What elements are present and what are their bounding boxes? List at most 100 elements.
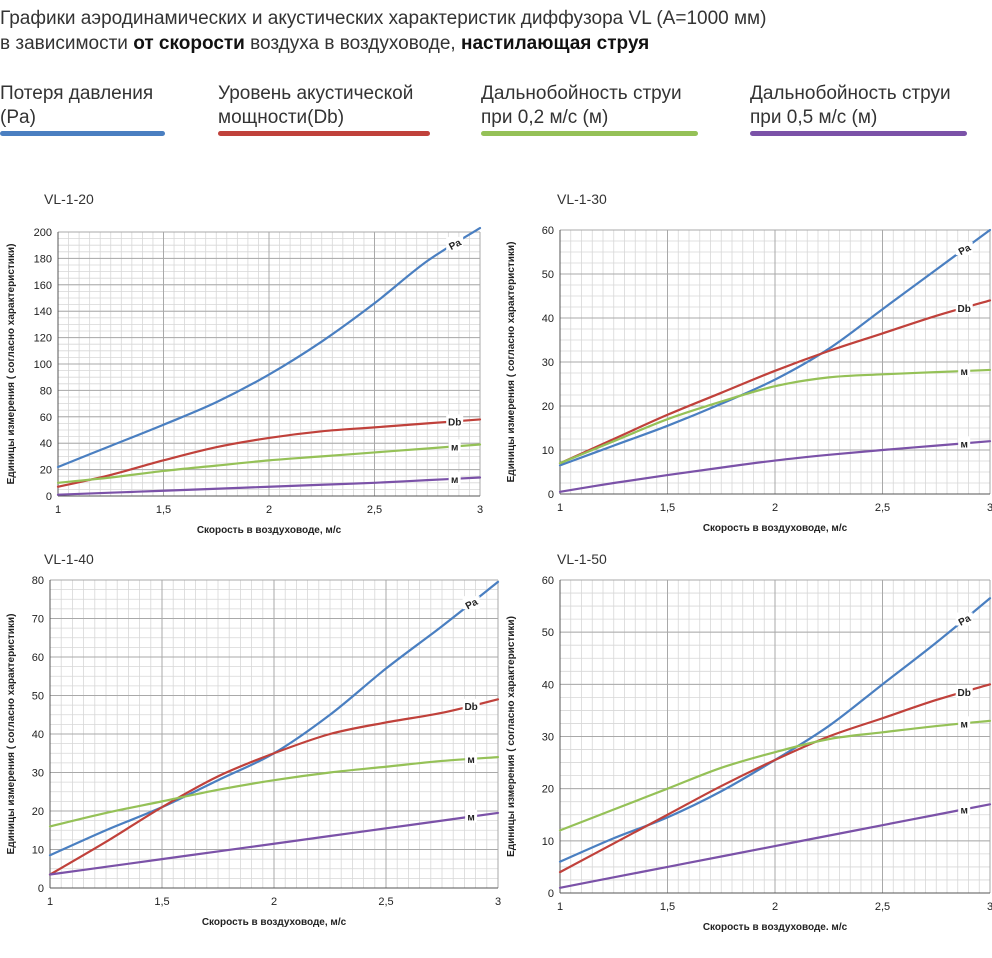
series-label: Db xyxy=(464,702,477,713)
y-tick-label: 120 xyxy=(34,333,52,345)
series-label-bg xyxy=(955,300,973,314)
legend-label: (Pa) xyxy=(0,107,36,128)
legend-swatch-blue xyxy=(0,131,165,136)
series-line xyxy=(56,226,482,469)
series-label: м xyxy=(467,755,474,766)
series-label: м xyxy=(960,719,967,730)
chart-title-vl-1-40: VL-1-40 xyxy=(44,551,94,567)
y-tick-label: 20 xyxy=(32,806,44,818)
chart-vl-1-20: 0 20 40 60 80 100 120 140 160 180 200 1 1,5 2 2,5 3 Скор… xyxy=(6,226,483,536)
legend-item-throw-02: Дальнобойность струи при 0,2 м/с (м) xyxy=(481,82,698,136)
series-label-bg xyxy=(955,242,973,256)
y-axis-label: Единицы измерения ( согласно характерист… xyxy=(506,616,517,857)
x-tick-label: 2,5 xyxy=(378,896,393,908)
legend-label: при 0,5 м/с (м) xyxy=(750,107,878,128)
series-line xyxy=(558,683,992,874)
legend-item-pressure: Потеря давления (Pa) xyxy=(0,82,165,136)
series-line xyxy=(558,719,992,832)
series-label: Pa xyxy=(957,242,973,258)
title-emphasis: от скорости xyxy=(133,33,245,54)
legend-swatch-green xyxy=(481,131,698,136)
series-label: Db xyxy=(448,417,461,428)
x-tick-label: 2,5 xyxy=(875,502,890,514)
x-axis-label: Скорость в воздуховоде, м/с xyxy=(197,525,342,536)
series-label: м xyxy=(467,813,474,824)
series-line xyxy=(48,698,500,876)
series-label-bg xyxy=(958,363,971,377)
x-tick-label: 2 xyxy=(772,502,778,514)
y-tick-label: 40 xyxy=(32,729,44,741)
title-text: воздуха в воздуховоде, xyxy=(244,33,461,54)
title-emphasis: настилающая струя xyxy=(460,33,650,54)
series-line xyxy=(56,443,482,484)
series-label: м xyxy=(451,475,458,486)
y-tick-label: 50 xyxy=(542,269,554,281)
series-label: Db xyxy=(958,688,971,699)
series-label-bg xyxy=(465,751,478,765)
series-label-bg xyxy=(448,439,461,453)
y-tick-label: 40 xyxy=(542,313,554,325)
series-label: Db xyxy=(958,304,971,315)
x-tick-label: 1 xyxy=(557,901,563,913)
chart-title-vl-1-20: VL-1-20 xyxy=(44,191,94,207)
y-tick-label: 60 xyxy=(32,652,44,664)
y-tick-label: 200 xyxy=(34,227,52,239)
y-tick-label: 40 xyxy=(40,438,52,450)
y-tick-label: 60 xyxy=(542,575,554,587)
legend-label: мощности(Db) xyxy=(218,107,345,128)
series-label-bg xyxy=(955,612,973,626)
x-tick-label: 1,5 xyxy=(156,504,171,516)
x-axis-label: Скорость в воздуховоде, м/с xyxy=(703,523,848,534)
y-tick-label: 10 xyxy=(32,845,44,857)
series-label-bg xyxy=(958,436,971,450)
y-tick-label: 0 xyxy=(46,491,52,503)
series-line xyxy=(558,803,992,889)
series-label-bg xyxy=(446,414,464,428)
x-tick-label: 3 xyxy=(987,901,992,913)
x-tick-label: 2 xyxy=(266,504,272,516)
y-axis-label: Единицы измерения ( согласно характерист… xyxy=(6,614,17,855)
chart-vl-1-50: 0 10 20 30 40 50 60 1 1,5 2 2,5 3 Скорость в воздухо… xyxy=(506,575,992,933)
y-tick-label: 50 xyxy=(542,627,554,639)
legend-label: при 0,2 м/с (м) xyxy=(481,107,609,128)
chart-title-vl-1-50: VL-1-50 xyxy=(557,551,607,567)
chart-vl-1-40: 0 10 20 30 40 50 60 70 80 1 1,5 2 2,5 3 Скорость в воз… xyxy=(6,575,501,928)
series-line xyxy=(48,811,500,876)
x-tick-label: 1 xyxy=(47,896,53,908)
y-tick-label: 0 xyxy=(38,883,44,895)
series-label-bg xyxy=(448,471,461,485)
series-label: м xyxy=(960,805,967,816)
y-tick-label: 30 xyxy=(542,732,554,744)
legend-label: Потеря давления xyxy=(0,83,154,104)
x-tick-label: 1 xyxy=(55,504,61,516)
series-label: м xyxy=(960,439,967,450)
y-tick-label: 0 xyxy=(548,489,554,501)
legend-label: Дальнобойность струи xyxy=(481,83,682,104)
series-line xyxy=(48,756,500,828)
x-tick-label: 3 xyxy=(987,502,992,514)
y-tick-label: 20 xyxy=(40,465,52,477)
series-label-bg xyxy=(465,809,478,823)
x-tick-label: 1,5 xyxy=(660,502,675,514)
series-label: Pa xyxy=(464,597,480,613)
title-text: в зависимости xyxy=(0,33,134,54)
y-tick-label: 40 xyxy=(542,679,554,691)
y-tick-label: 160 xyxy=(34,280,52,292)
series-line xyxy=(48,580,500,857)
y-tick-label: 60 xyxy=(40,412,52,424)
legend-swatch-red xyxy=(218,131,430,136)
series-label-bg xyxy=(462,698,480,712)
y-tick-label: 10 xyxy=(542,836,554,848)
y-tick-label: 100 xyxy=(34,359,52,371)
y-tick-label: 20 xyxy=(542,784,554,796)
y-tick-label: 70 xyxy=(32,614,44,626)
x-tick-label: 2,5 xyxy=(875,901,890,913)
series-label: Pa xyxy=(957,613,973,629)
x-tick-label: 1,5 xyxy=(660,901,675,913)
legend-swatch-purple xyxy=(750,131,967,136)
y-tick-label: 30 xyxy=(542,357,554,369)
series-line xyxy=(56,476,482,496)
chart-title-vl-1-30: VL-1-30 xyxy=(557,191,607,207)
series-label-bg xyxy=(446,236,464,250)
y-axis-label: Единицы измерения ( согласно характерист… xyxy=(6,244,17,485)
